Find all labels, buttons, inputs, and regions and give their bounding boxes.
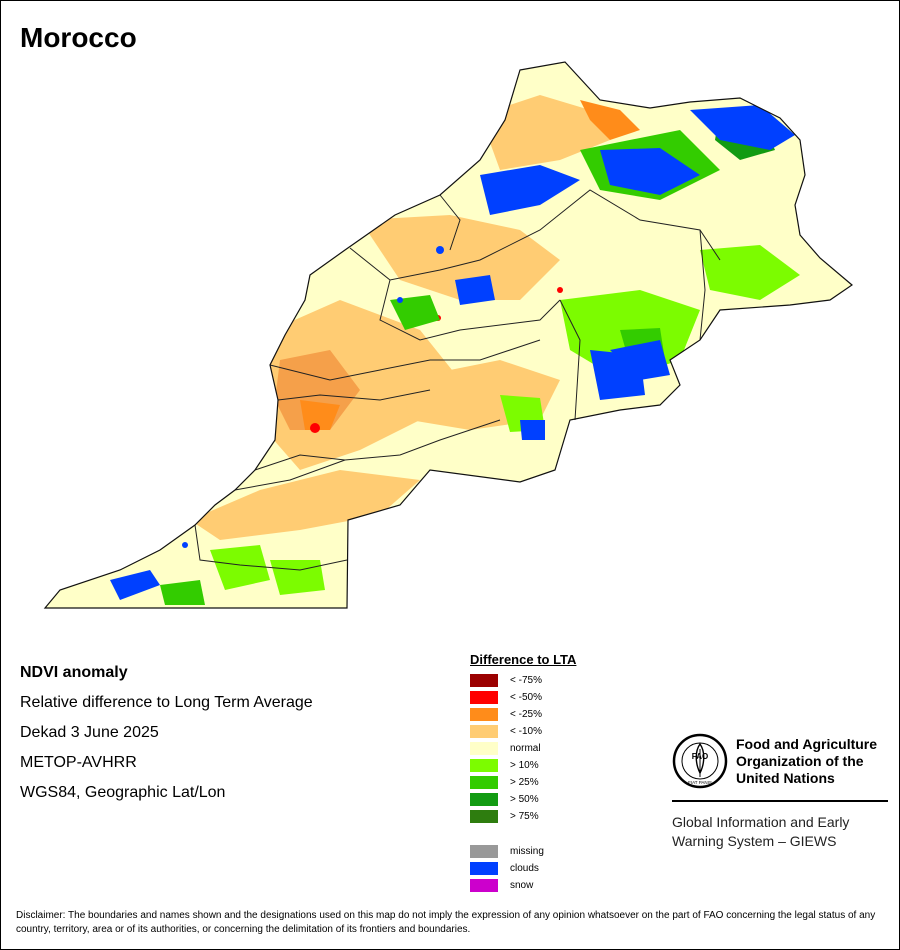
ndvi-anomaly-map [43,61,853,609]
legend-swatch [470,708,498,721]
map-title: Morocco [20,22,137,53]
legend-extra: missing clouds snow [470,843,576,894]
legend-swatch [470,879,498,892]
legend-item: > 25% [470,774,576,791]
legend-swatch [470,742,498,755]
legend-label: > 50% [510,794,539,805]
fao-seal-icon: FAO FIAT PANIS [672,733,728,789]
product-sensor: METOP-AVHRR [20,754,137,771]
map-country [43,61,853,609]
legend-swatch [470,759,498,772]
legend-label: < -50% [510,692,542,703]
legend-item: < -25% [470,706,576,723]
legend-swatch [470,691,498,704]
legend-item: snow [470,877,576,894]
giews-name: Global Information and Early Warning Sys… [672,814,850,849]
legend-item: > 10% [470,757,576,774]
legend-label: > 25% [510,777,539,788]
product-description: Relative difference to Long Term Average [20,694,313,711]
map-info-block: NDVI anomaly Relative difference to Long… [20,658,313,808]
legend-item: missing [470,843,576,860]
legend-label: < -75% [510,675,542,686]
legend-item: < -10% [470,723,576,740]
legend-label: snow [510,880,534,891]
legend-label: < -10% [510,726,542,737]
legend-label: < -25% [510,709,542,720]
legend-swatch [470,793,498,806]
logo-divider [672,800,888,802]
map-region-boundaries [194,189,721,571]
legend-label: clouds [510,863,539,874]
legend-item: < -75% [470,672,576,689]
svg-text:FAO: FAO [692,752,708,761]
legend-label: missing [510,846,544,857]
product-period: Dekad 3 June 2025 [20,724,159,741]
legend-swatch [470,674,498,687]
disclaimer-text: Disclaimer: The boundaries and names sho… [16,910,876,935]
legend-swatch [470,725,498,738]
fao-logo-block: FAO FIAT PANIS Food and Agriculture Orga… [672,733,888,851]
legend-item: normal [470,740,576,757]
legend-label: > 75% [510,811,539,822]
legend-item: > 50% [470,791,576,808]
legend-item: clouds [470,860,576,877]
map-legend: Difference to LTA < -75% < -50% < -25% < -1… [470,652,576,894]
legend-swatch [470,776,498,789]
map-country-outline [43,61,853,609]
fao-organization-name: Food and Agriculture Organization of the… [736,735,878,786]
legend-label: > 10% [510,760,539,771]
legend-swatch [470,810,498,823]
legend-title: Difference to LTA [470,652,577,667]
legend-item: > 75% [470,808,576,825]
product-projection: WGS84, Geographic Lat/Lon [20,784,226,801]
svg-text:FIAT PANIS: FIAT PANIS [688,780,712,785]
legend-swatch [470,845,498,858]
legend-item: < -50% [470,689,576,706]
legend-label: normal [510,743,541,754]
legend-classes: < -75% < -50% < -25% < -10% normal > 10% > 25%… [470,672,576,825]
legend-swatch [470,862,498,875]
product-name: NDVI anomaly [20,664,128,681]
anomaly-patches [110,95,800,605]
